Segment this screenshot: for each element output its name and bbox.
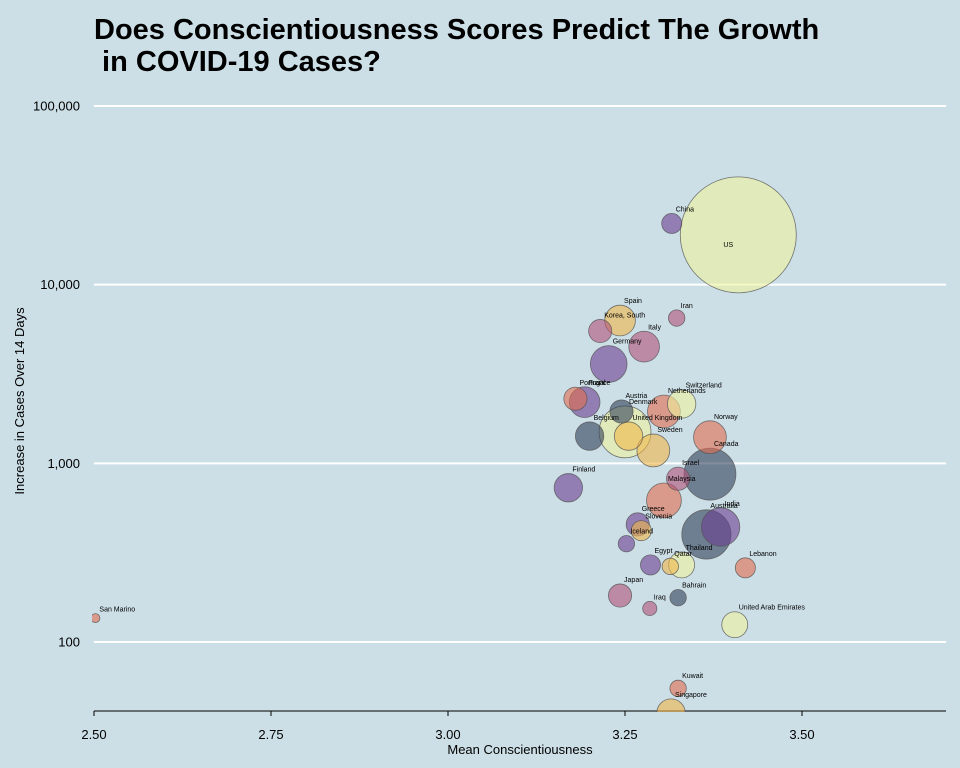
- y-tick-label: 10,000: [40, 277, 80, 292]
- data-point: [646, 482, 682, 519]
- point-label: Kuwait: [682, 673, 703, 680]
- point-label: Lebanon: [749, 551, 776, 558]
- data-point: [656, 698, 686, 712]
- data-point: [666, 466, 691, 491]
- data-point: [721, 611, 749, 639]
- point-label: US: [723, 242, 733, 249]
- data-point: [642, 600, 658, 616]
- point-label: Japan: [624, 577, 643, 584]
- point-label: Switzerland: [686, 383, 722, 390]
- data-point: [589, 345, 628, 383]
- point-label: Belgium: [594, 415, 619, 422]
- data-point: [669, 679, 687, 697]
- point-label: China: [676, 206, 694, 213]
- data-point: [630, 520, 652, 542]
- data-point: [661, 557, 679, 575]
- x-tick-label: 2.75: [258, 727, 283, 742]
- data-point: [661, 213, 683, 234]
- grid-lines: [94, 105, 946, 643]
- data-point: [734, 557, 756, 579]
- point-label: Iran: [681, 303, 693, 310]
- data-point: [609, 399, 634, 424]
- point-label: Australia: [710, 503, 737, 510]
- point-label: Slovenia: [645, 514, 672, 521]
- point-label: Germany: [613, 339, 642, 346]
- data-point: [588, 319, 613, 344]
- data-point: [640, 554, 661, 576]
- point-label: Norway: [714, 414, 738, 421]
- point-label: Sweden: [657, 427, 682, 434]
- data-point: [669, 589, 687, 607]
- point-label: Greece: [642, 506, 665, 513]
- data-point: [667, 389, 697, 419]
- x-axis-label: Mean Conscientiousness: [447, 742, 593, 757]
- point-label: France: [589, 380, 611, 387]
- x-tick-label: 3.25: [612, 727, 637, 742]
- point-label: United Kingdom: [633, 415, 683, 422]
- data-point: [553, 473, 583, 503]
- data-point: [92, 613, 101, 624]
- data-point: [700, 507, 741, 547]
- point-label: United Arab Emirates: [739, 605, 806, 612]
- data-point: [668, 309, 686, 327]
- point-label: Portugal: [579, 380, 606, 387]
- data-point: [613, 421, 644, 451]
- data-point: [636, 433, 671, 468]
- data-point: [628, 330, 660, 363]
- point-label: Netherlands: [668, 388, 706, 395]
- data-point: [617, 535, 636, 553]
- point-label: Korea, South: [604, 312, 645, 319]
- data-point: [693, 420, 727, 455]
- x-tick-label: 3.00: [435, 727, 460, 742]
- point-label: Canada: [714, 441, 739, 448]
- point-label: Iraq: [654, 594, 666, 601]
- data-point: [608, 583, 633, 608]
- y-tick-label: 100,000: [33, 99, 80, 114]
- data-point: [574, 421, 605, 451]
- axes: 100 1,000 10,000 100,000 2.50 2.75 3.00 3.25 3.5…: [33, 99, 946, 742]
- data-point: [683, 447, 737, 501]
- point-label: Denmark: [629, 399, 658, 406]
- point-label: Spain: [624, 298, 642, 305]
- chart-title: Does Conscientiousness Scores Predict Th…: [94, 14, 820, 78]
- point-label: Bahrain: [682, 582, 706, 589]
- point-label: Italy: [648, 324, 661, 331]
- point-label: Thailand: [686, 545, 713, 552]
- y-tick-label: 1,000: [47, 456, 80, 471]
- data-points: [92, 176, 797, 712]
- point-label: Israel: [682, 460, 700, 467]
- y-tick-label: 100: [58, 635, 80, 650]
- point-label: Malaysia: [668, 476, 696, 483]
- point-label: Egypt: [654, 548, 672, 555]
- x-tick-label: 3.50: [789, 727, 814, 742]
- data-point: [563, 386, 588, 411]
- x-tick-label: 2.50: [81, 727, 106, 742]
- point-label: San Marino: [99, 607, 135, 614]
- point-label: Singapore: [675, 692, 707, 699]
- data-point: [679, 176, 797, 294]
- y-axis-label: Increase in Cases Over 14 Days: [12, 307, 27, 495]
- point-label: Finland: [572, 467, 595, 474]
- point-label: Austria: [625, 393, 647, 400]
- point-label: Qatar: [674, 551, 692, 558]
- point-label: Iceland: [630, 528, 653, 535]
- point-label: India: [725, 501, 740, 508]
